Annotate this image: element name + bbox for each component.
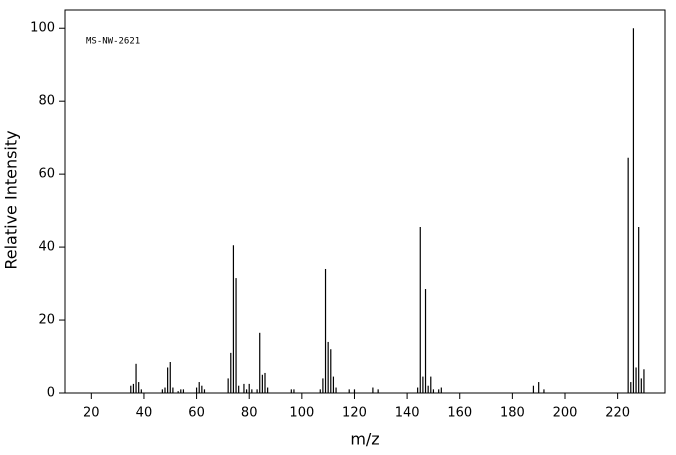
x-tick-label: 20	[83, 406, 100, 421]
y-tick-label: 60	[38, 167, 55, 182]
x-tick-label: 220	[605, 406, 630, 421]
annotation: MS-NW-2621	[86, 37, 140, 47]
x-tick-label: 120	[342, 406, 367, 421]
x-axis-label: m/z	[350, 430, 379, 449]
x-tick-label: 40	[136, 406, 153, 421]
x-tick-label: 200	[553, 406, 578, 421]
x-tick-label: 160	[447, 406, 472, 421]
x-tick-label: 60	[188, 406, 205, 421]
x-tick-label: 140	[395, 406, 420, 421]
x-tick-label: 80	[241, 406, 258, 421]
y-tick-label: 80	[38, 94, 55, 109]
y-tick-label: 0	[47, 386, 55, 401]
y-tick-label: 40	[38, 240, 55, 255]
x-tick-label: 100	[289, 406, 314, 421]
y-axis-label: Relative Intensity	[2, 130, 21, 269]
plot-frame	[64, 9, 666, 394]
y-tick-label: 100	[30, 21, 55, 36]
x-tick-label: 180	[500, 406, 525, 421]
y-tick-label: 20	[38, 313, 55, 328]
